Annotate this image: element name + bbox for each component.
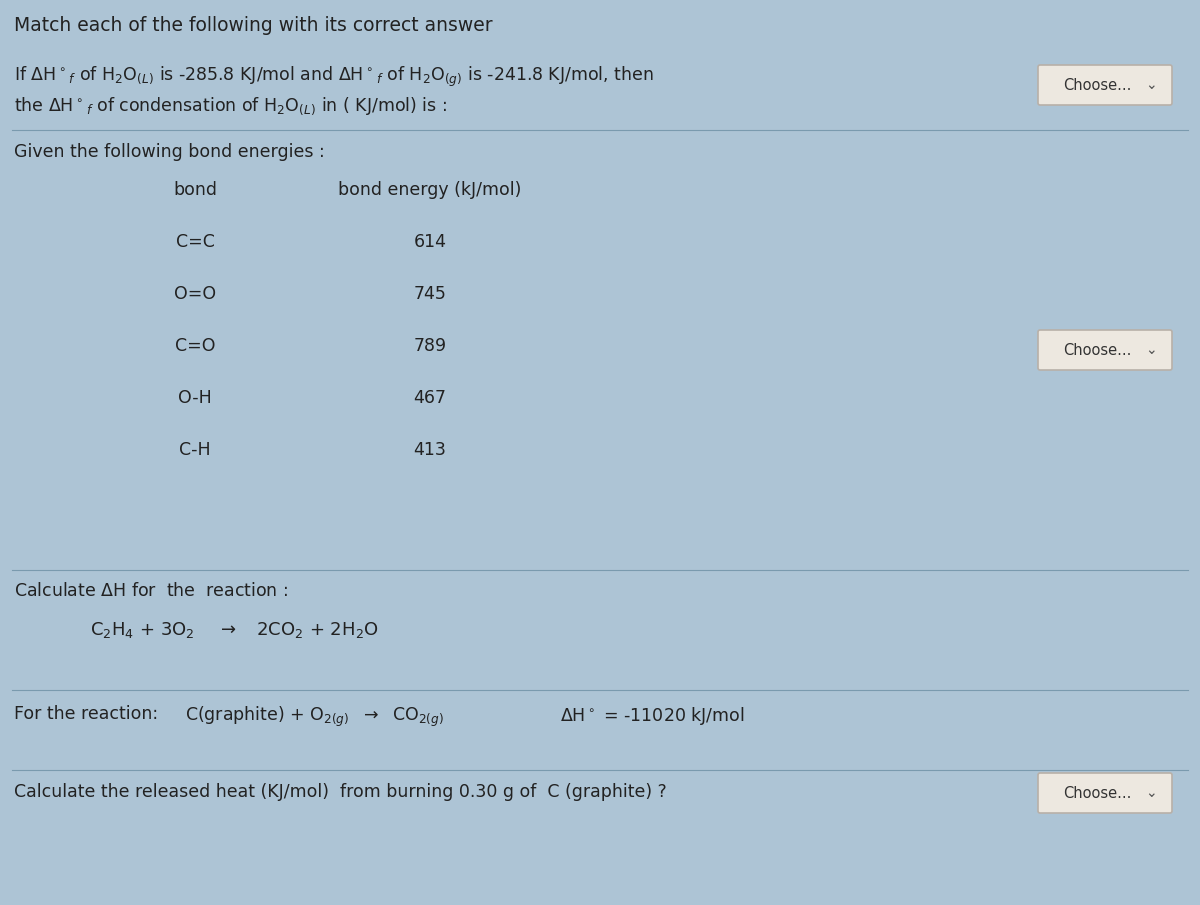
Text: 413: 413 [414,441,446,459]
Text: O=O: O=O [174,285,216,303]
Text: If $\Delta$H$^\circ$$_f$ of H$_2$O$_{(L)}$ is -285.8 KJ/mol and $\Delta$H$^\circ: If $\Delta$H$^\circ$$_f$ of H$_2$O$_{(L)… [14,65,654,90]
FancyBboxPatch shape [1038,773,1172,813]
Text: Given the following bond energies :: Given the following bond energies : [14,143,325,161]
Text: For the reaction:: For the reaction: [14,705,158,723]
Text: 467: 467 [414,389,446,407]
Text: Calculate the released heat (KJ/mol)  from burning 0.30 g of  C (graphite) ?: Calculate the released heat (KJ/mol) fro… [14,783,667,801]
Text: Choose...: Choose... [1063,78,1132,92]
Text: bond: bond [173,181,217,199]
FancyBboxPatch shape [1038,65,1172,105]
Text: C=C: C=C [175,233,215,251]
Text: C-H: C-H [179,441,211,459]
Text: 745: 745 [414,285,446,303]
Text: Calculate $\Delta$H for  the  reaction :: Calculate $\Delta$H for the reaction : [14,582,288,600]
FancyBboxPatch shape [1038,330,1172,370]
Text: bond energy (kJ/mol): bond energy (kJ/mol) [338,181,522,199]
Text: C(graphite) + O$_{2(g)}$  $\rightarrow$  CO$_{2(g)}$: C(graphite) + O$_{2(g)}$ $\rightarrow$ C… [185,705,444,729]
Text: C=O: C=O [175,337,215,355]
Text: ⌄: ⌄ [1145,786,1157,800]
Text: C$_2$H$_4$ + 3O$_2$    $\rightarrow$   2CO$_2$ + 2H$_2$O: C$_2$H$_4$ + 3O$_2$ $\rightarrow$ 2CO$_2… [90,620,379,640]
Text: $\Delta$H$^\circ$ = -11020 kJ/mol: $\Delta$H$^\circ$ = -11020 kJ/mol [560,705,744,727]
Text: 789: 789 [414,337,446,355]
Text: Match each of the following with its correct answer: Match each of the following with its cor… [14,16,493,35]
Text: ⌄: ⌄ [1145,78,1157,92]
Text: the $\Delta$H$^\circ$$_f$ of condensation of H$_2$O$_{(L)}$ in ( KJ/mol) is :: the $\Delta$H$^\circ$$_f$ of condensatio… [14,95,446,117]
Text: Choose...: Choose... [1063,342,1132,357]
Text: Choose...: Choose... [1063,786,1132,801]
Text: 614: 614 [414,233,446,251]
Text: O-H: O-H [178,389,212,407]
Text: ⌄: ⌄ [1145,343,1157,357]
